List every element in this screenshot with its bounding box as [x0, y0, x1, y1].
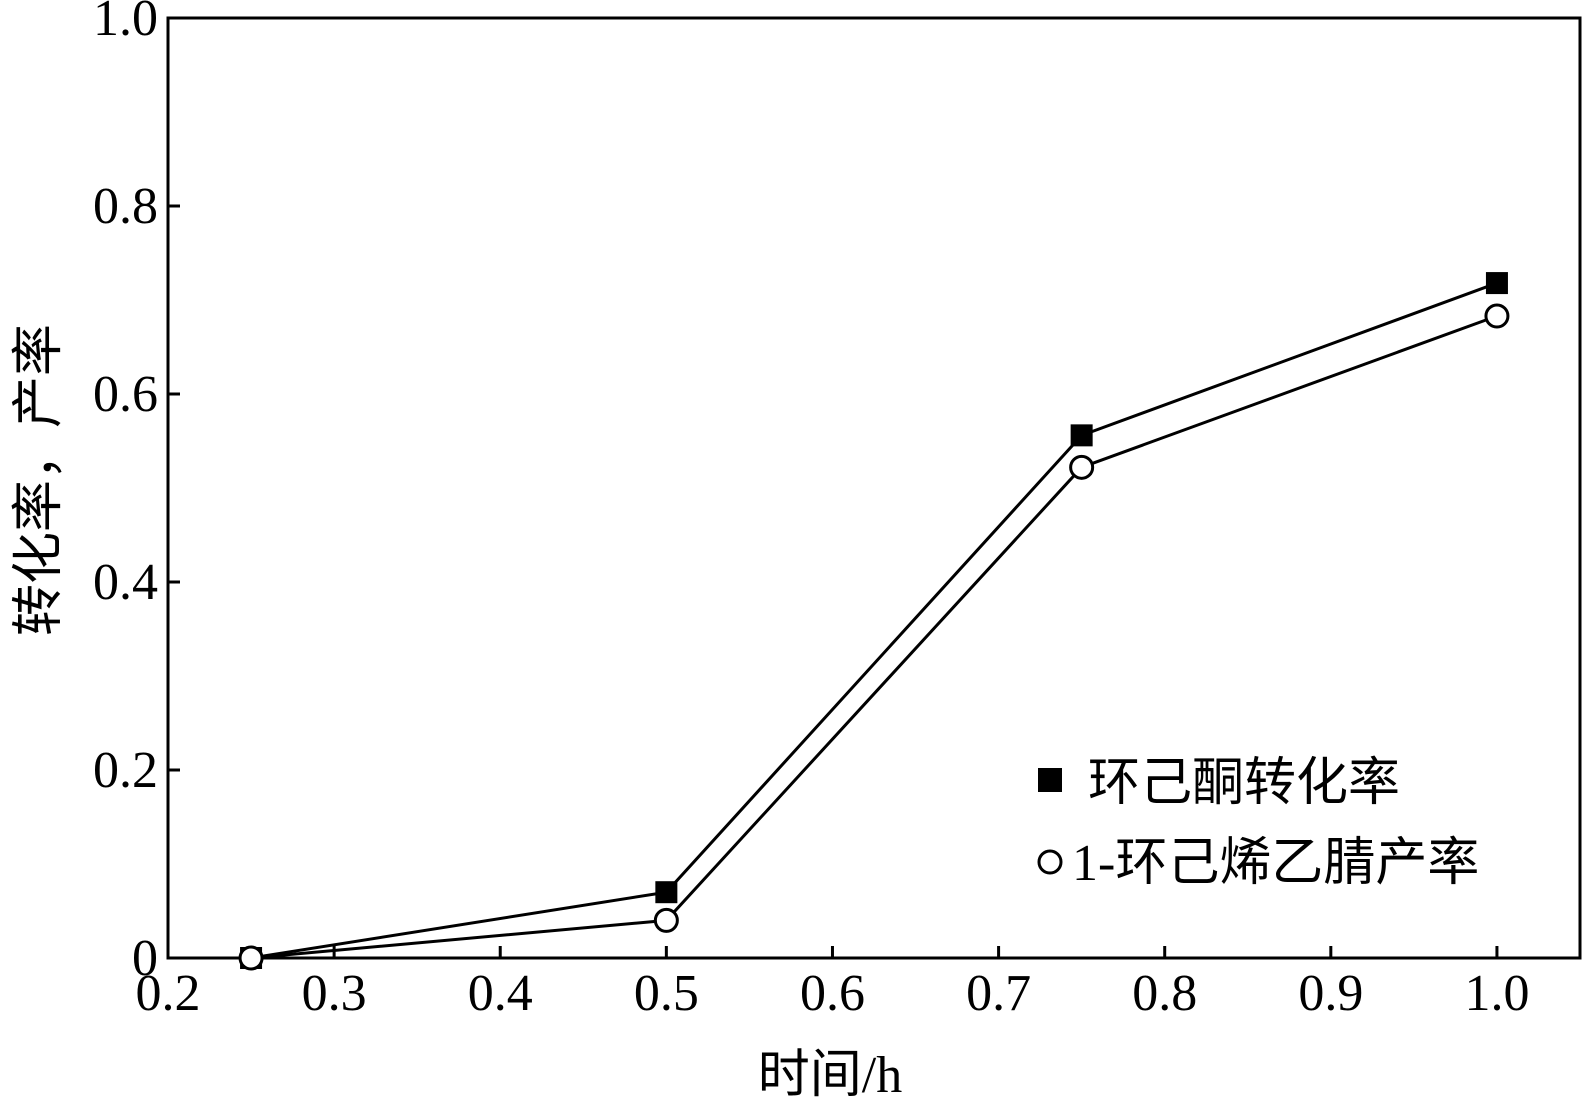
data-point-square — [1485, 272, 1508, 295]
x-axis-title: 时间/h — [758, 1047, 902, 1104]
legend: 环己酮转化率 1-环己烯乙腈产率 — [1037, 755, 1479, 892]
x-axis: 0.2 0.3 0.4 0.5 0.6 0.7 0.8 0.9 1.0 — [136, 946, 1529, 1022]
y-tick-label: 0.4 — [93, 554, 158, 611]
y-tick-label: 0.2 — [93, 742, 158, 799]
plot-area-frame — [166, 16, 1582, 960]
legend-label-yield: 1-环己烯乙腈产率 — [1072, 835, 1479, 892]
series-line-0 — [250, 281, 1498, 960]
series-line-1 — [250, 314, 1498, 960]
x-tick-label: 0.3 — [302, 965, 367, 1022]
data-point-square — [1070, 424, 1093, 447]
y-axis-title: 转化率，产率 — [11, 324, 68, 636]
x-tick-label: 0.7 — [966, 965, 1031, 1022]
data-point-circle — [1069, 454, 1095, 480]
legend-marker-open-circle — [1037, 849, 1063, 875]
y-tick-label: 0.8 — [93, 178, 158, 235]
x-tick-label: 0.6 — [800, 965, 865, 1022]
x-tick-label: 0.9 — [1298, 965, 1363, 1022]
data-point-circle — [238, 945, 264, 971]
y-tick-label: 1.0 — [93, 0, 158, 47]
series-layer — [238, 272, 1510, 971]
y-tick-label: 0 — [132, 930, 158, 987]
y-tick-label: 0.6 — [93, 366, 158, 423]
data-point-circle — [653, 907, 679, 933]
x-tick-label: 1.0 — [1464, 965, 1529, 1022]
x-tick-label: 0.8 — [1132, 965, 1197, 1022]
x-tick-label: 0.4 — [468, 965, 533, 1022]
legend-label-conversion: 环己酮转化率 — [1088, 755, 1400, 812]
data-point-circle — [1484, 303, 1510, 329]
x-tick-label: 0.2 — [136, 965, 201, 1022]
y-axis: 0 0.2 0.4 0.6 0.8 1.0 — [93, 0, 180, 987]
x-tick-label: 0.5 — [634, 965, 699, 1022]
data-point-square — [655, 881, 678, 904]
legend-marker-filled-square — [1038, 768, 1062, 792]
